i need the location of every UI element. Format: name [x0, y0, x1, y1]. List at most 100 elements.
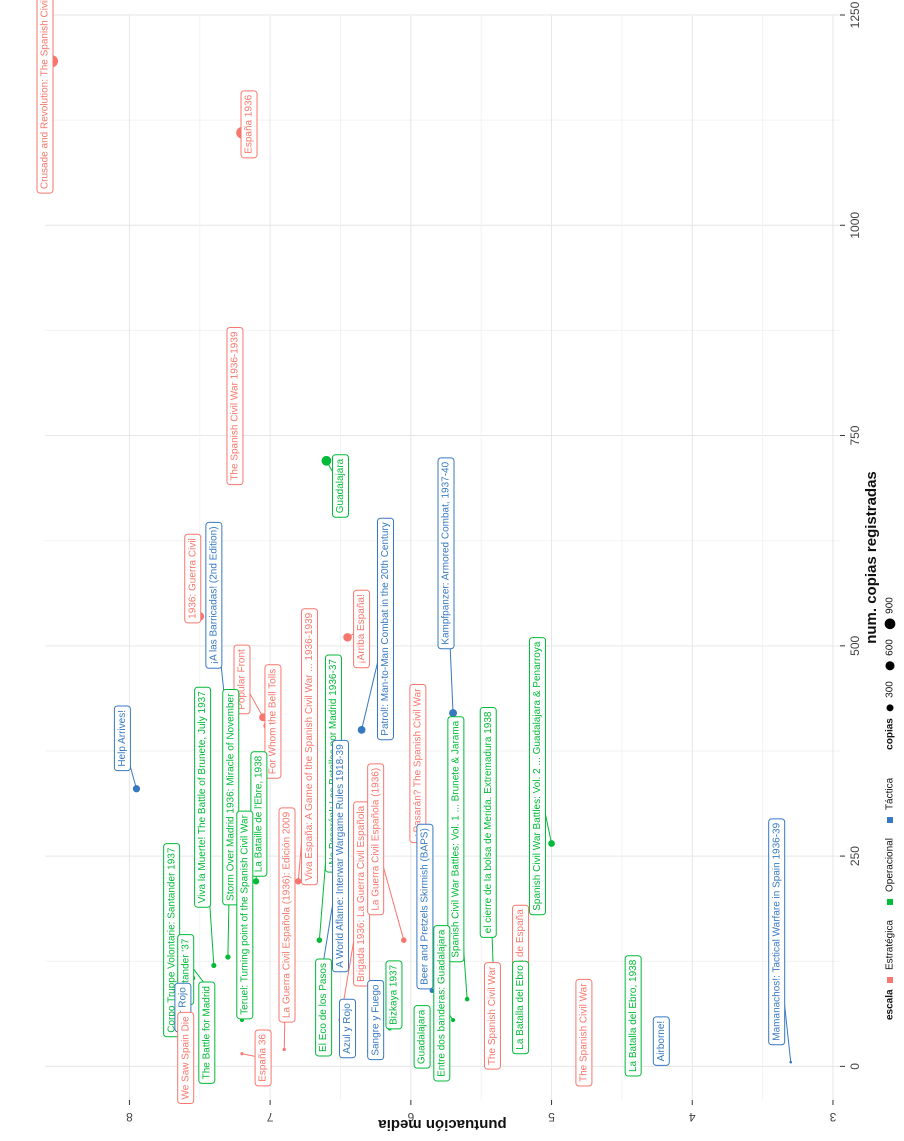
label-box — [512, 960, 530, 1055]
label-text: La Guerra Civil Española (1936) — [370, 768, 381, 911]
x-tick-label: 1250 — [848, 1, 862, 28]
legend-color-title: escala — [885, 989, 896, 1020]
x-tick-label: 1000 — [848, 212, 862, 239]
label-box — [331, 454, 349, 518]
label-text: Brigada 1936: La Guerra Civil Española — [356, 805, 367, 982]
label-text: Sangre y Fuego — [370, 984, 381, 1056]
label-box — [367, 763, 385, 916]
label-text: The Spanish Civil War — [579, 983, 590, 1082]
label-text: We Saw Spain Die — [180, 1016, 191, 1100]
data-label: We Saw Spain Die — [177, 1011, 195, 1105]
label-box — [177, 1011, 195, 1105]
data-label: A World Aflame: Interwar Wargame Rules 1… — [331, 739, 349, 973]
label-text: Corpo Truppe Volontarie: Santander 1937 — [166, 847, 177, 1033]
label-text: Viva la Muerte! The Battle of Brunete, J… — [197, 691, 208, 903]
label-text: ¡A las Barricadas! (2nd Edition) — [208, 526, 219, 664]
label-text: Beer and Pretzels Skirmish (BAPS) — [420, 828, 431, 985]
data-label: Viva la Muerte! The Battle of Brunete, J… — [194, 686, 212, 908]
data-point — [429, 988, 435, 994]
x-axis-title: num. copias registradas — [863, 471, 880, 644]
data-label: Viva España: A Game of the Spanish Civil… — [301, 608, 319, 886]
label-text: El Eco de los Pasos — [318, 963, 329, 1052]
label-box — [437, 457, 455, 650]
label-box — [331, 739, 349, 973]
data-label: Mamanachos!: Tactical Warfare in Spain 1… — [768, 818, 786, 1046]
label-box — [222, 689, 240, 906]
label-text: España 36 — [258, 1034, 269, 1082]
data-label: Guadalajara — [413, 1005, 431, 1069]
data-label: La Batalla del Ebro — [512, 960, 530, 1055]
label-box — [768, 818, 786, 1046]
data-point — [316, 937, 323, 943]
label-text: Popular Front — [237, 649, 248, 710]
data-point — [211, 962, 217, 969]
data-point — [240, 1052, 244, 1056]
data-label: El Eco de los Pasos — [315, 958, 333, 1057]
legend-size-swatch — [886, 704, 894, 712]
data-label: Teruel: Turning point of the Spanish Civ… — [236, 810, 254, 1020]
label-box — [413, 1005, 431, 1069]
data-point — [548, 840, 555, 847]
label-text: The Battle for Madrid — [201, 986, 212, 1079]
label-text: Entre dos banderas: Guadalajara — [436, 929, 447, 1077]
data-label: ¡A las Barricadas! (2nd Edition) — [205, 521, 223, 669]
data-point — [450, 1018, 456, 1023]
data-point — [282, 1047, 286, 1052]
data-point — [357, 726, 366, 734]
legend-size-swatch — [885, 661, 895, 671]
data-label: Bizkaya 1937 — [385, 960, 403, 1030]
label-text: La Bataille de l'Ebre, 1938 — [254, 755, 265, 872]
label-box — [528, 637, 546, 916]
label-box — [624, 955, 642, 1077]
label-box — [184, 533, 202, 624]
x-tick-label: 750 — [848, 425, 862, 445]
data-label: The Spanish Civil War — [575, 978, 593, 1087]
data-label: ¡Arriba España! — [353, 589, 371, 669]
label-box — [36, 0, 54, 194]
label-box — [339, 998, 357, 1059]
y-tick-label: 4 — [689, 1110, 696, 1124]
data-label: Airborne! — [652, 1016, 670, 1066]
label-text: el cierre de la bolsa de Merida. Extrema… — [483, 711, 494, 933]
data-label: Spanish Civil War Battles: Vol. 2 ... Gu… — [528, 637, 546, 916]
label-text: ¿Pasarán? The Spanish Civil War — [413, 688, 424, 839]
label-text: Azul y Rojo — [342, 1003, 353, 1054]
label-text: Bizkaya 1937 — [389, 964, 400, 1024]
data-label: 1936: Guerra Civil — [184, 533, 202, 624]
label-box — [301, 608, 319, 886]
data-label: Guadalajara — [331, 454, 349, 518]
label-text: Mamanachos!: Tactical Warfare in Spain 1… — [771, 822, 782, 1040]
legend-size-title: copias — [885, 718, 896, 750]
label-text: La Guerra de España — [515, 909, 526, 1005]
legend-color-swatch — [887, 898, 893, 905]
label-text: La Batalla del Ebro — [515, 965, 526, 1050]
data-label: The Spanish Civil War 1936-1939 — [226, 327, 244, 486]
data-label: España 36 — [254, 1029, 272, 1087]
data-label: Sangre y Fuego — [367, 980, 385, 1061]
label-text: Guadalajara — [417, 1009, 428, 1064]
data-label: Crusade and Revolution: The Spanish Civi… — [36, 0, 54, 194]
data-point — [789, 1060, 793, 1064]
legend-color-swatch — [887, 817, 893, 824]
legend-size-label: 600 — [885, 639, 896, 656]
label-text: Kampfpanzer: Armored Combat, 1937-40 — [441, 461, 452, 644]
label-box — [479, 707, 497, 938]
label-box — [278, 807, 296, 1023]
label-text: Spanish Civil War Battles: Vol. 2 ... Gu… — [532, 641, 543, 911]
y-tick-label: 8 — [126, 1110, 133, 1124]
data-point — [401, 937, 407, 943]
y-tick-label: 3 — [829, 1110, 836, 1124]
label-text: Spanish Civil War Battles: Vol. 1 ... Br… — [451, 720, 462, 957]
label-box — [198, 981, 216, 1084]
label-box — [353, 589, 371, 669]
label-text: ¡Arriba España! — [356, 594, 367, 663]
label-text: Storm Over Madrid 1936: Miracle of Novem… — [225, 693, 236, 901]
label-text: Viva España: A Game of the Spanish Civil… — [304, 612, 315, 880]
data-label: La Guerra Civil Española (1936): Edición… — [278, 807, 296, 1023]
legend-color-label: Operacional — [885, 838, 896, 892]
x-tick-label: 250 — [848, 846, 862, 866]
titles-layer: num. copias registradas puntuación media — [378, 471, 880, 1133]
data-label: Beer and Pretzels Skirmish (BAPS) — [416, 823, 434, 990]
ticks-layer: 0 250 500 750 1000 1250 3 4 5 6 7 8 — [126, 1, 862, 1123]
